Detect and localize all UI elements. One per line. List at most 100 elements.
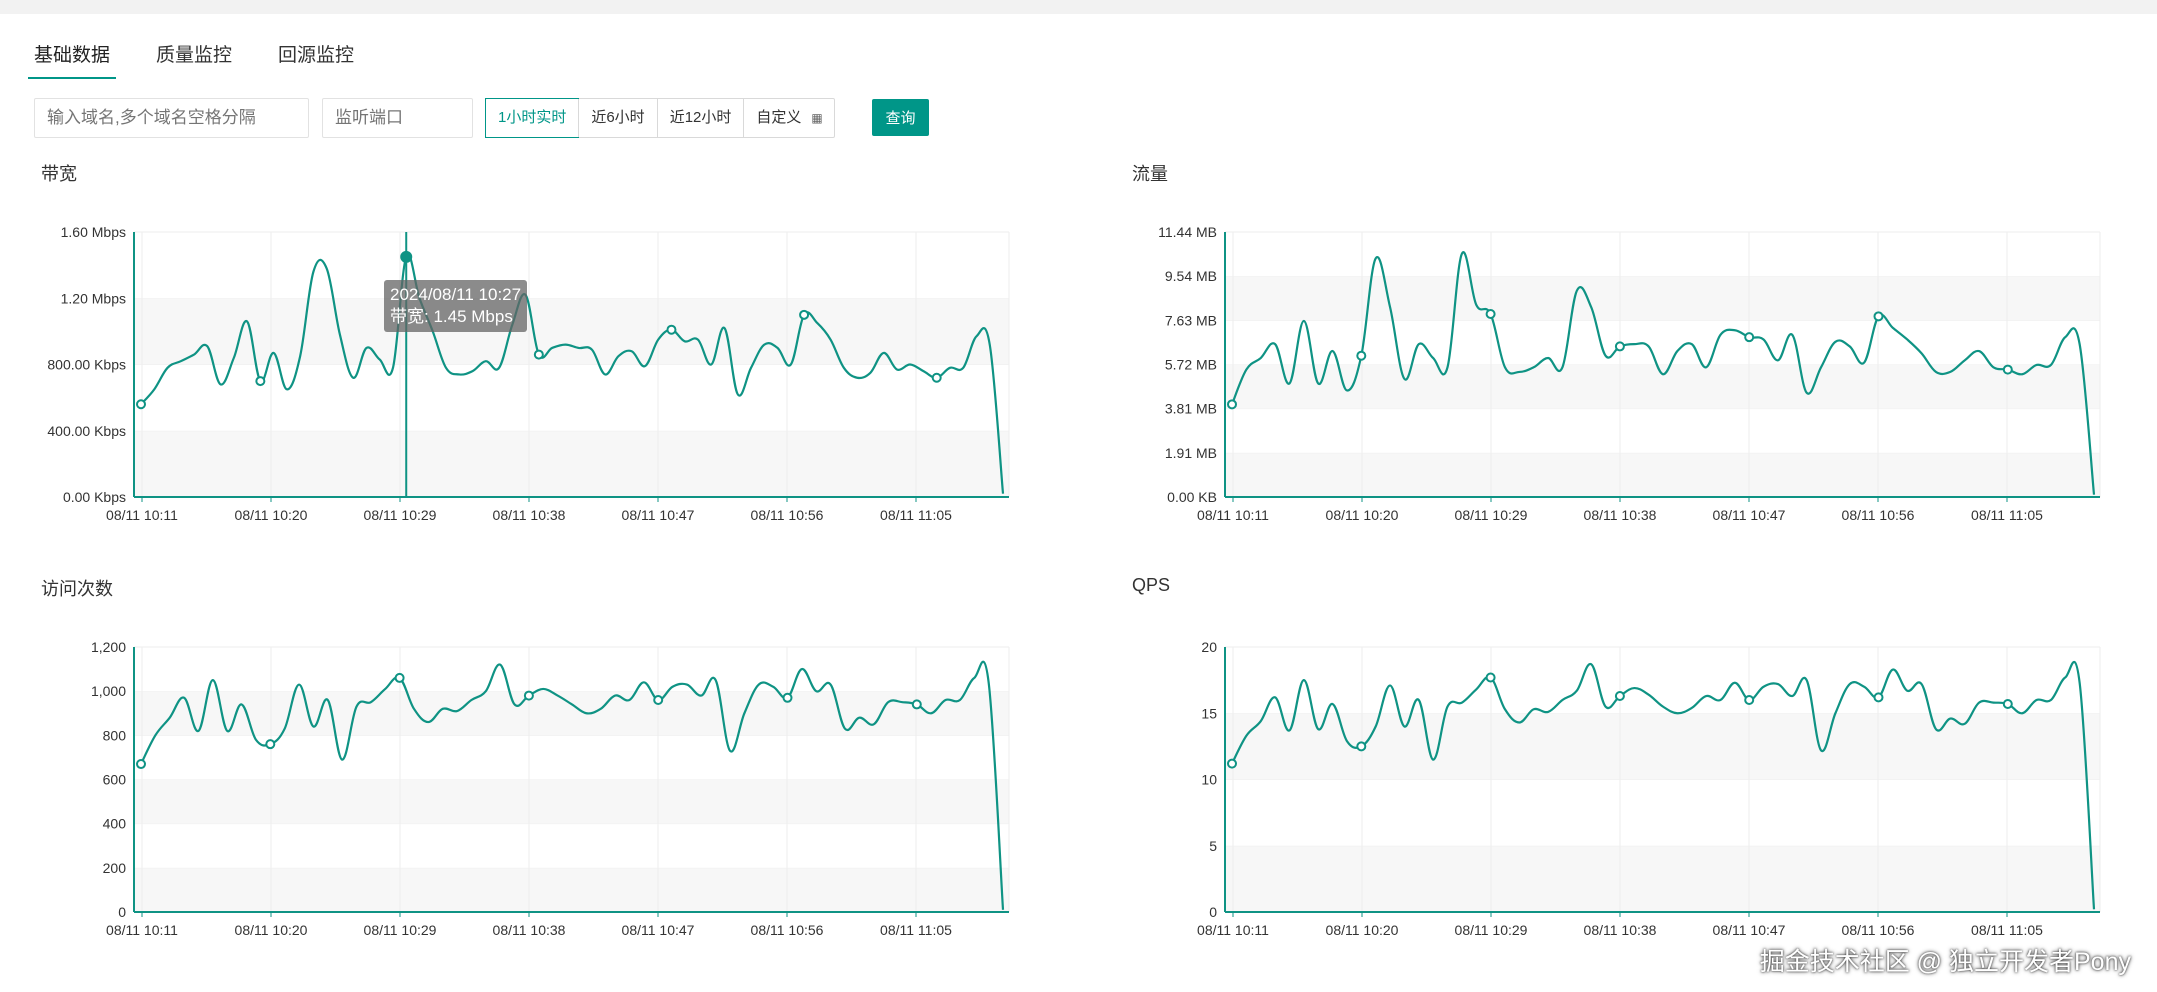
x-tick-label: 08/11 10:29 (1455, 507, 1528, 523)
tooltip-time: 2024/08/11 10:27 (390, 285, 522, 304)
y-tick-label: 1,000 (91, 683, 126, 699)
x-tick-label: 08/11 11:05 (1971, 507, 2043, 523)
x-tick-label: 08/11 10:11 (1197, 507, 1269, 523)
chart-title-visits: 访问次数 (41, 579, 113, 599)
data-point (1227, 399, 1237, 410)
grid-band (1225, 452, 2100, 497)
x-tick-label: 08/11 10:29 (1455, 922, 1528, 938)
y-tick-label: 400.00 Kbps (47, 423, 126, 439)
x-tick-label: 08/11 10:11 (1197, 922, 1269, 938)
x-tick-label: 08/11 10:38 (493, 507, 566, 523)
data-point (2002, 364, 2013, 375)
data-point (1873, 692, 1884, 703)
x-tick-label: 08/11 10:38 (493, 922, 566, 938)
x-tick-label: 08/11 10:20 (235, 507, 308, 523)
x-tick-label: 08/11 10:56 (1842, 922, 1915, 938)
grid-band (134, 298, 1009, 365)
data-point (799, 309, 810, 320)
y-tick-label: 20 (1201, 639, 1217, 655)
data-point (653, 695, 664, 705)
y-tick-label: 600 (103, 772, 127, 788)
y-tick-label: 1.60 Mbps (61, 224, 126, 240)
grid-band (1225, 845, 2100, 912)
x-tick-label: 08/11 10:56 (751, 507, 824, 523)
y-tick-label: 11.44 MB (1158, 224, 1217, 240)
x-tick-label: 08/11 10:47 (1713, 507, 1786, 523)
data-point (931, 372, 942, 383)
chart-title-traffic: 流量 (1132, 164, 1168, 184)
range-12h[interactable]: 近12小时 (656, 99, 744, 137)
y-tick-label: 1.20 Mbps (61, 290, 126, 306)
series-line (1231, 660, 2096, 910)
y-tick-label: 5 (1209, 838, 1217, 854)
grid-band (1225, 647, 2100, 714)
y-tick-label: 0.00 KB (1167, 489, 1217, 505)
range-6h[interactable]: 近6小时 (578, 99, 656, 137)
domain-input[interactable] (34, 98, 309, 138)
grid-band (134, 647, 1009, 692)
x-tick-label: 08/11 10:47 (1713, 922, 1786, 938)
data-point (400, 250, 413, 263)
chart-title-qps: QPS (1132, 575, 1171, 595)
tab-quality-monitor[interactable]: 质量监控 (156, 45, 233, 66)
grid-band (1225, 364, 2100, 409)
top-bar (0, 0, 2157, 14)
data-point (911, 699, 922, 710)
y-tick-label: 15 (1201, 705, 1217, 721)
x-tick-label: 08/11 11:05 (880, 922, 952, 938)
x-tick-label: 08/11 10:38 (1584, 922, 1657, 938)
query-button[interactable]: 查询 (872, 99, 929, 136)
data-point (394, 672, 405, 683)
x-tick-label: 08/11 10:20 (235, 922, 308, 938)
series-line (140, 660, 1005, 910)
grid-band (134, 691, 1009, 736)
x-tick-label: 08/11 10:56 (751, 922, 824, 938)
grid-band (1225, 320, 2100, 365)
tab-origin-monitor[interactable]: 回源监控 (278, 45, 355, 66)
data-point (1227, 758, 1237, 769)
x-tick-label: 08/11 10:11 (106, 507, 178, 523)
port-input[interactable] (322, 98, 473, 138)
grid-band (134, 430, 1009, 497)
data-point (136, 759, 146, 770)
y-tick-label: 0.00 Kbps (63, 489, 126, 505)
data-point (666, 324, 677, 335)
grid-band (1225, 408, 2100, 453)
x-tick-label: 08/11 10:47 (622, 922, 695, 938)
y-tick-label: 9.54 MB (1165, 268, 1217, 284)
series-line (1230, 251, 2096, 495)
tab-basic-data[interactable]: 基础数据 (27, 28, 117, 79)
x-tick-label: 08/11 10:11 (106, 922, 178, 938)
x-tick-label: 08/11 10:29 (364, 922, 437, 938)
range-custom[interactable]: 自定义 ▦ (743, 99, 833, 137)
grid-band (134, 779, 1009, 824)
data-point (1873, 311, 1884, 322)
watermark-text: 掘金技术社区 @ 独立开发者Pony (1759, 948, 2131, 976)
data-point (1614, 691, 1625, 702)
data-point (782, 692, 793, 703)
calendar-grid-icon: ▦ (811, 111, 822, 125)
x-tick-label: 08/11 11:05 (1971, 922, 2043, 938)
y-tick-label: 800 (103, 727, 127, 743)
data-point (1485, 309, 1496, 320)
x-tick-label: 08/11 10:20 (1326, 922, 1399, 938)
data-point (265, 739, 276, 750)
y-tick-label: 200 (103, 860, 127, 876)
x-tick-label: 08/11 10:47 (622, 507, 695, 523)
data-point (1485, 672, 1496, 683)
grid-band (1225, 779, 2100, 846)
y-tick-label: 400 (103, 816, 127, 832)
chart-title-bandwidth: 带宽 (41, 164, 77, 184)
grid-band (134, 735, 1009, 780)
time-range-selector: 1小时实时 近6小时 近12小时 自定义 ▦ (485, 98, 835, 138)
x-tick-label: 08/11 10:29 (364, 507, 437, 523)
y-tick-label: 10 (1201, 772, 1217, 788)
y-tick-label: 5.72 MB (1165, 357, 1217, 373)
y-tick-label: 0 (118, 904, 126, 920)
data-point (1744, 695, 1755, 705)
x-tick-label: 08/11 10:56 (1842, 507, 1915, 523)
tab-bar: 基础数据 质量监控 回源监控 (27, 28, 400, 80)
chart-tooltip: 2024/08/11 10:27 带宽: 1.45 Mbps (384, 280, 528, 332)
y-tick-label: 7.63 MB (1165, 312, 1217, 328)
